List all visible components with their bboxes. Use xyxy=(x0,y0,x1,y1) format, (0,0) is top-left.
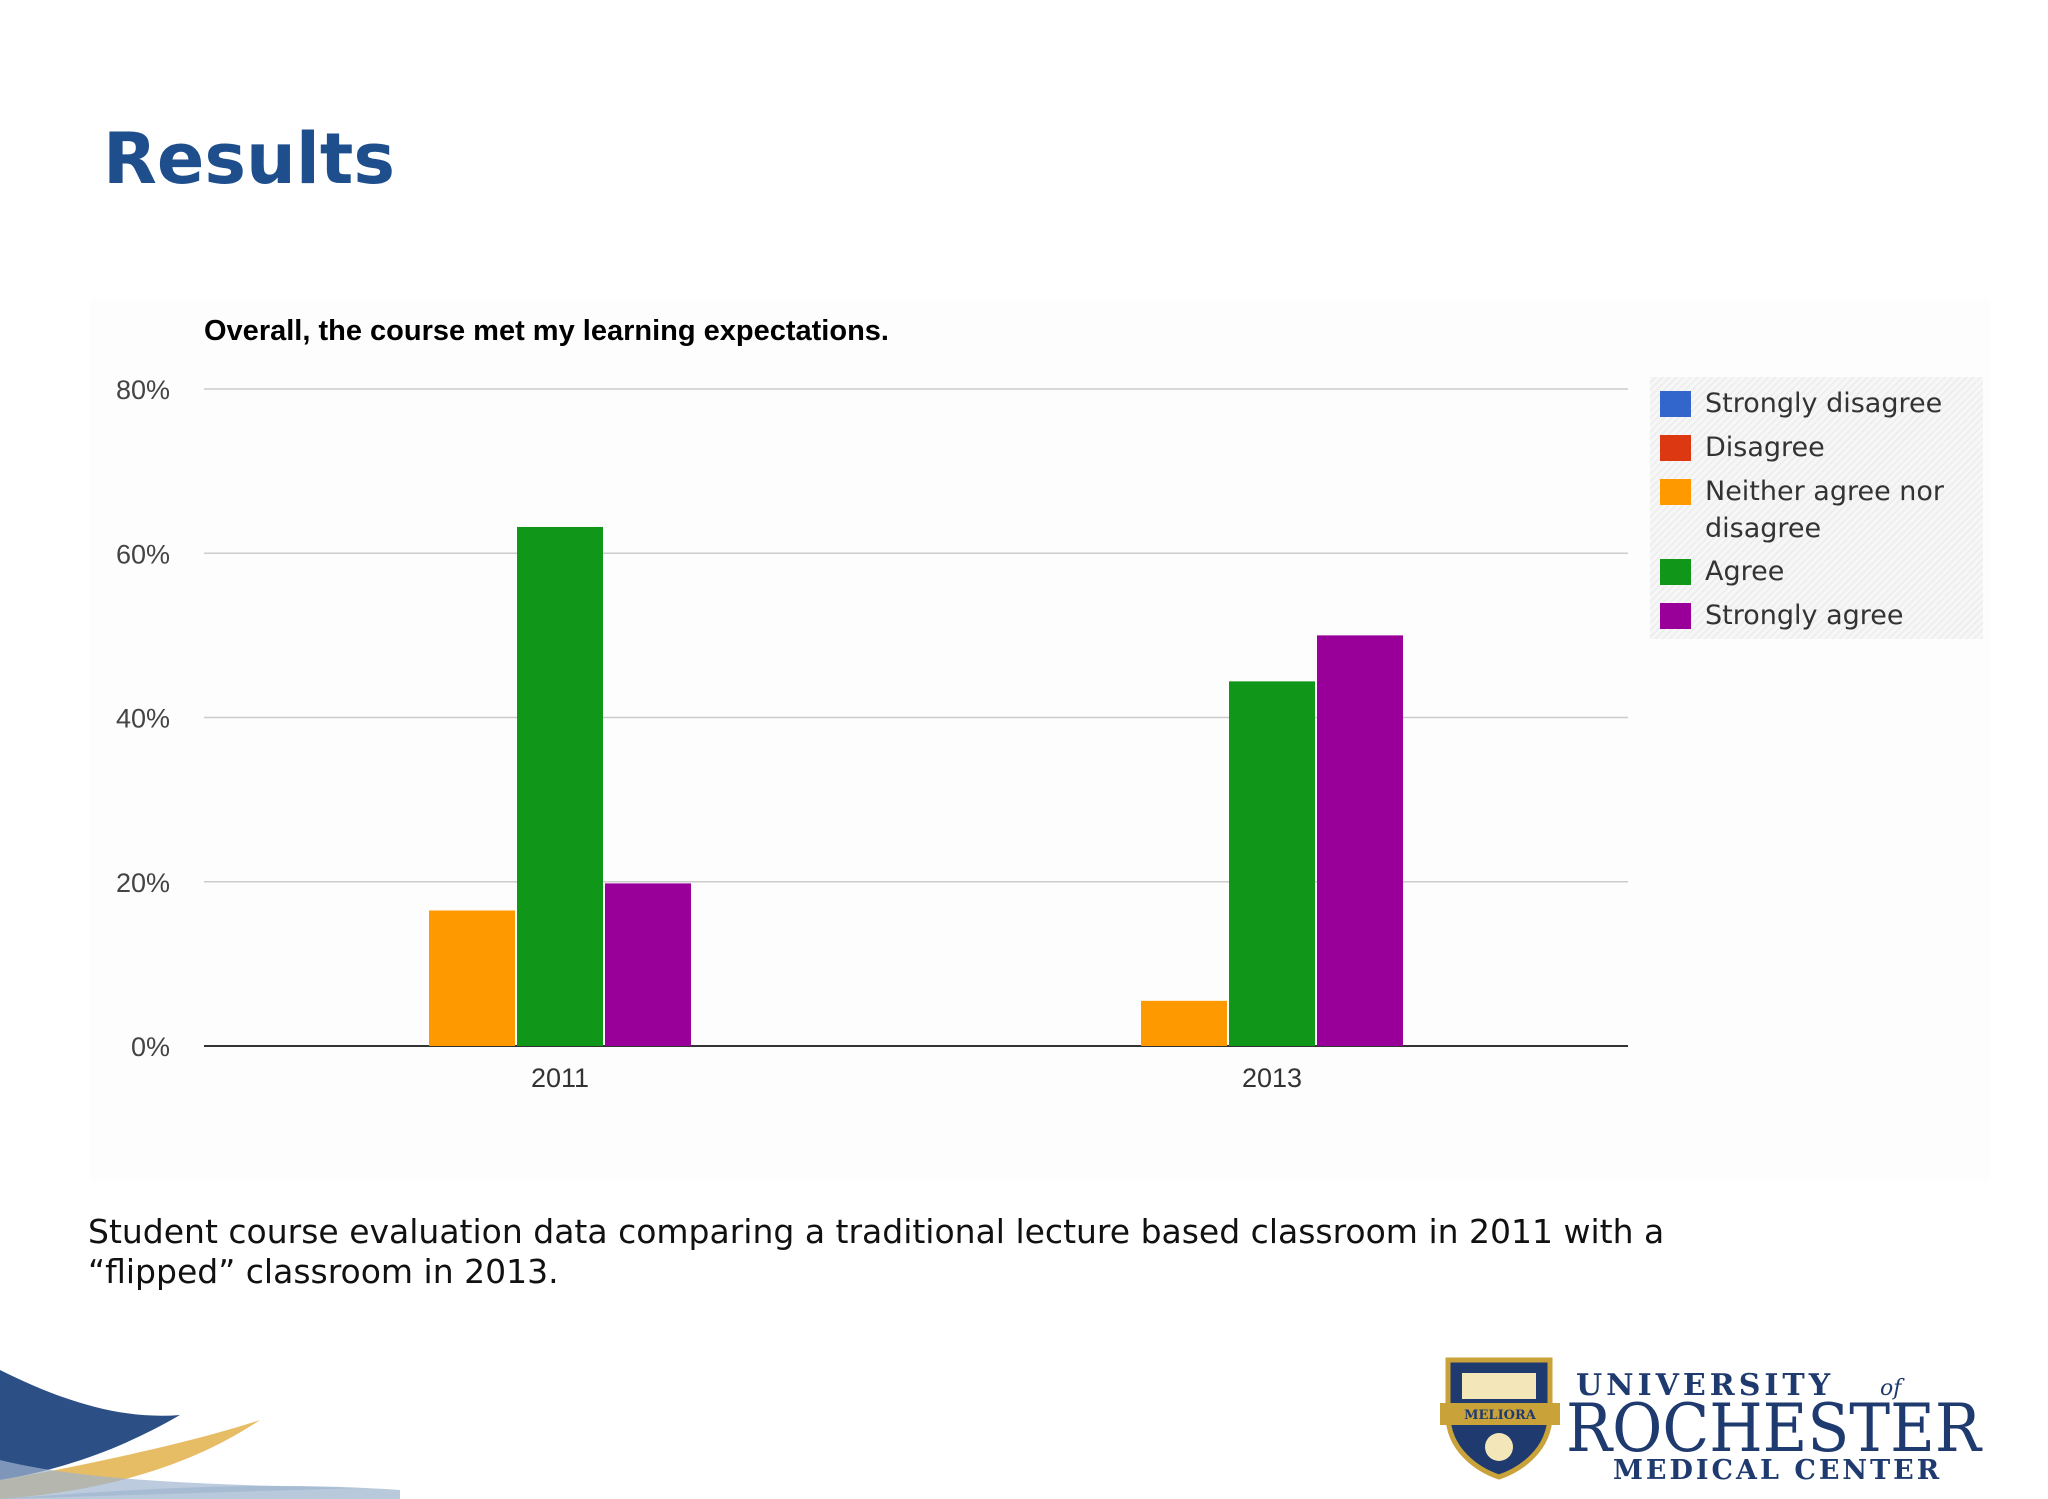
legend-label: Neither agree nor disagree xyxy=(1705,476,1945,544)
x-tick-label: 2011 xyxy=(531,1063,589,1093)
slide-title: Results xyxy=(103,118,395,200)
legend-swatch xyxy=(1660,479,1691,505)
decorative-swoosh xyxy=(0,1370,400,1499)
logo-line-medical-center: MEDICAL CENTER xyxy=(1613,1455,1942,1485)
bar-strongly-agree-2013 xyxy=(1317,635,1403,1046)
x-tick-label: 2013 xyxy=(1242,1063,1302,1093)
legend-swatch xyxy=(1660,435,1691,461)
bar-neither-agree-nor-disagree-2013 xyxy=(1141,1000,1227,1046)
y-tick-label: 0% xyxy=(131,1032,170,1062)
university-seal-icon: MELIORA UNIVERSITY of ROCHESTER MEDICAL … xyxy=(1440,1357,1983,1486)
bar-chart: Overall, the course met my learning expe… xyxy=(116,315,1628,1093)
legend-label: Agree xyxy=(1705,556,1785,587)
bar-neither-agree-nor-disagree-2011 xyxy=(429,910,515,1046)
bar-agree-2011 xyxy=(517,526,603,1046)
bar-agree-2013 xyxy=(1229,681,1315,1046)
chart-legend: Strongly disagree Disagree Neither agree n… xyxy=(1650,377,1983,639)
y-tick-label: 60% xyxy=(116,539,170,569)
logo-line-of: of xyxy=(1880,1376,1905,1401)
svg-text:MELIORA: MELIORA xyxy=(1464,1408,1537,1423)
chart-title: Overall, the course met my learning expe… xyxy=(204,315,889,347)
y-tick-label: 20% xyxy=(116,868,170,898)
bar-strongly-agree-2011 xyxy=(605,883,691,1046)
legend-swatch xyxy=(1660,603,1691,629)
y-tick-label: 80% xyxy=(116,375,170,405)
legend-label: Strongly agree xyxy=(1705,600,1904,631)
logo-line-rochester: ROCHESTER xyxy=(1566,1390,1983,1467)
legend-swatch xyxy=(1660,559,1691,585)
slide-caption: Student course evaluation data comparing… xyxy=(88,1212,1665,1291)
university-logo: MELIORA UNIVERSITY of ROCHESTER MEDICAL … xyxy=(1440,1355,2000,1489)
logo-line-university: UNIVERSITY xyxy=(1576,1368,1834,1403)
legend-label: Disagree xyxy=(1705,432,1825,463)
legend-label: Strongly disagree xyxy=(1705,388,1943,419)
legend-swatch xyxy=(1660,391,1691,417)
y-tick-label: 40% xyxy=(116,704,170,734)
